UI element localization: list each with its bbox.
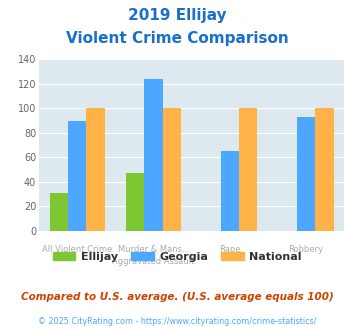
Text: Aggravated Assault: Aggravated Assault <box>112 257 195 266</box>
Text: 2019 Ellijay: 2019 Ellijay <box>128 8 227 23</box>
Bar <box>239 109 257 231</box>
Legend: Ellijay, Georgia, National: Ellijay, Georgia, National <box>49 248 306 267</box>
Bar <box>50 193 68 231</box>
Text: All Violent Crime: All Violent Crime <box>42 245 112 254</box>
Bar <box>126 173 144 231</box>
Text: Violent Crime Comparison: Violent Crime Comparison <box>66 31 289 46</box>
Bar <box>221 151 239 231</box>
Bar <box>144 79 163 231</box>
Text: Compared to U.S. average. (U.S. average equals 100): Compared to U.S. average. (U.S. average … <box>21 292 334 302</box>
Text: Robbery: Robbery <box>289 245 324 254</box>
Bar <box>163 109 181 231</box>
Text: Rape: Rape <box>219 245 241 254</box>
Text: Murder & Mans...: Murder & Mans... <box>118 245 190 254</box>
Bar <box>86 109 105 231</box>
Bar <box>297 117 315 231</box>
Bar <box>68 121 86 231</box>
Bar <box>315 109 334 231</box>
Text: © 2025 CityRating.com - https://www.cityrating.com/crime-statistics/: © 2025 CityRating.com - https://www.city… <box>38 317 317 326</box>
